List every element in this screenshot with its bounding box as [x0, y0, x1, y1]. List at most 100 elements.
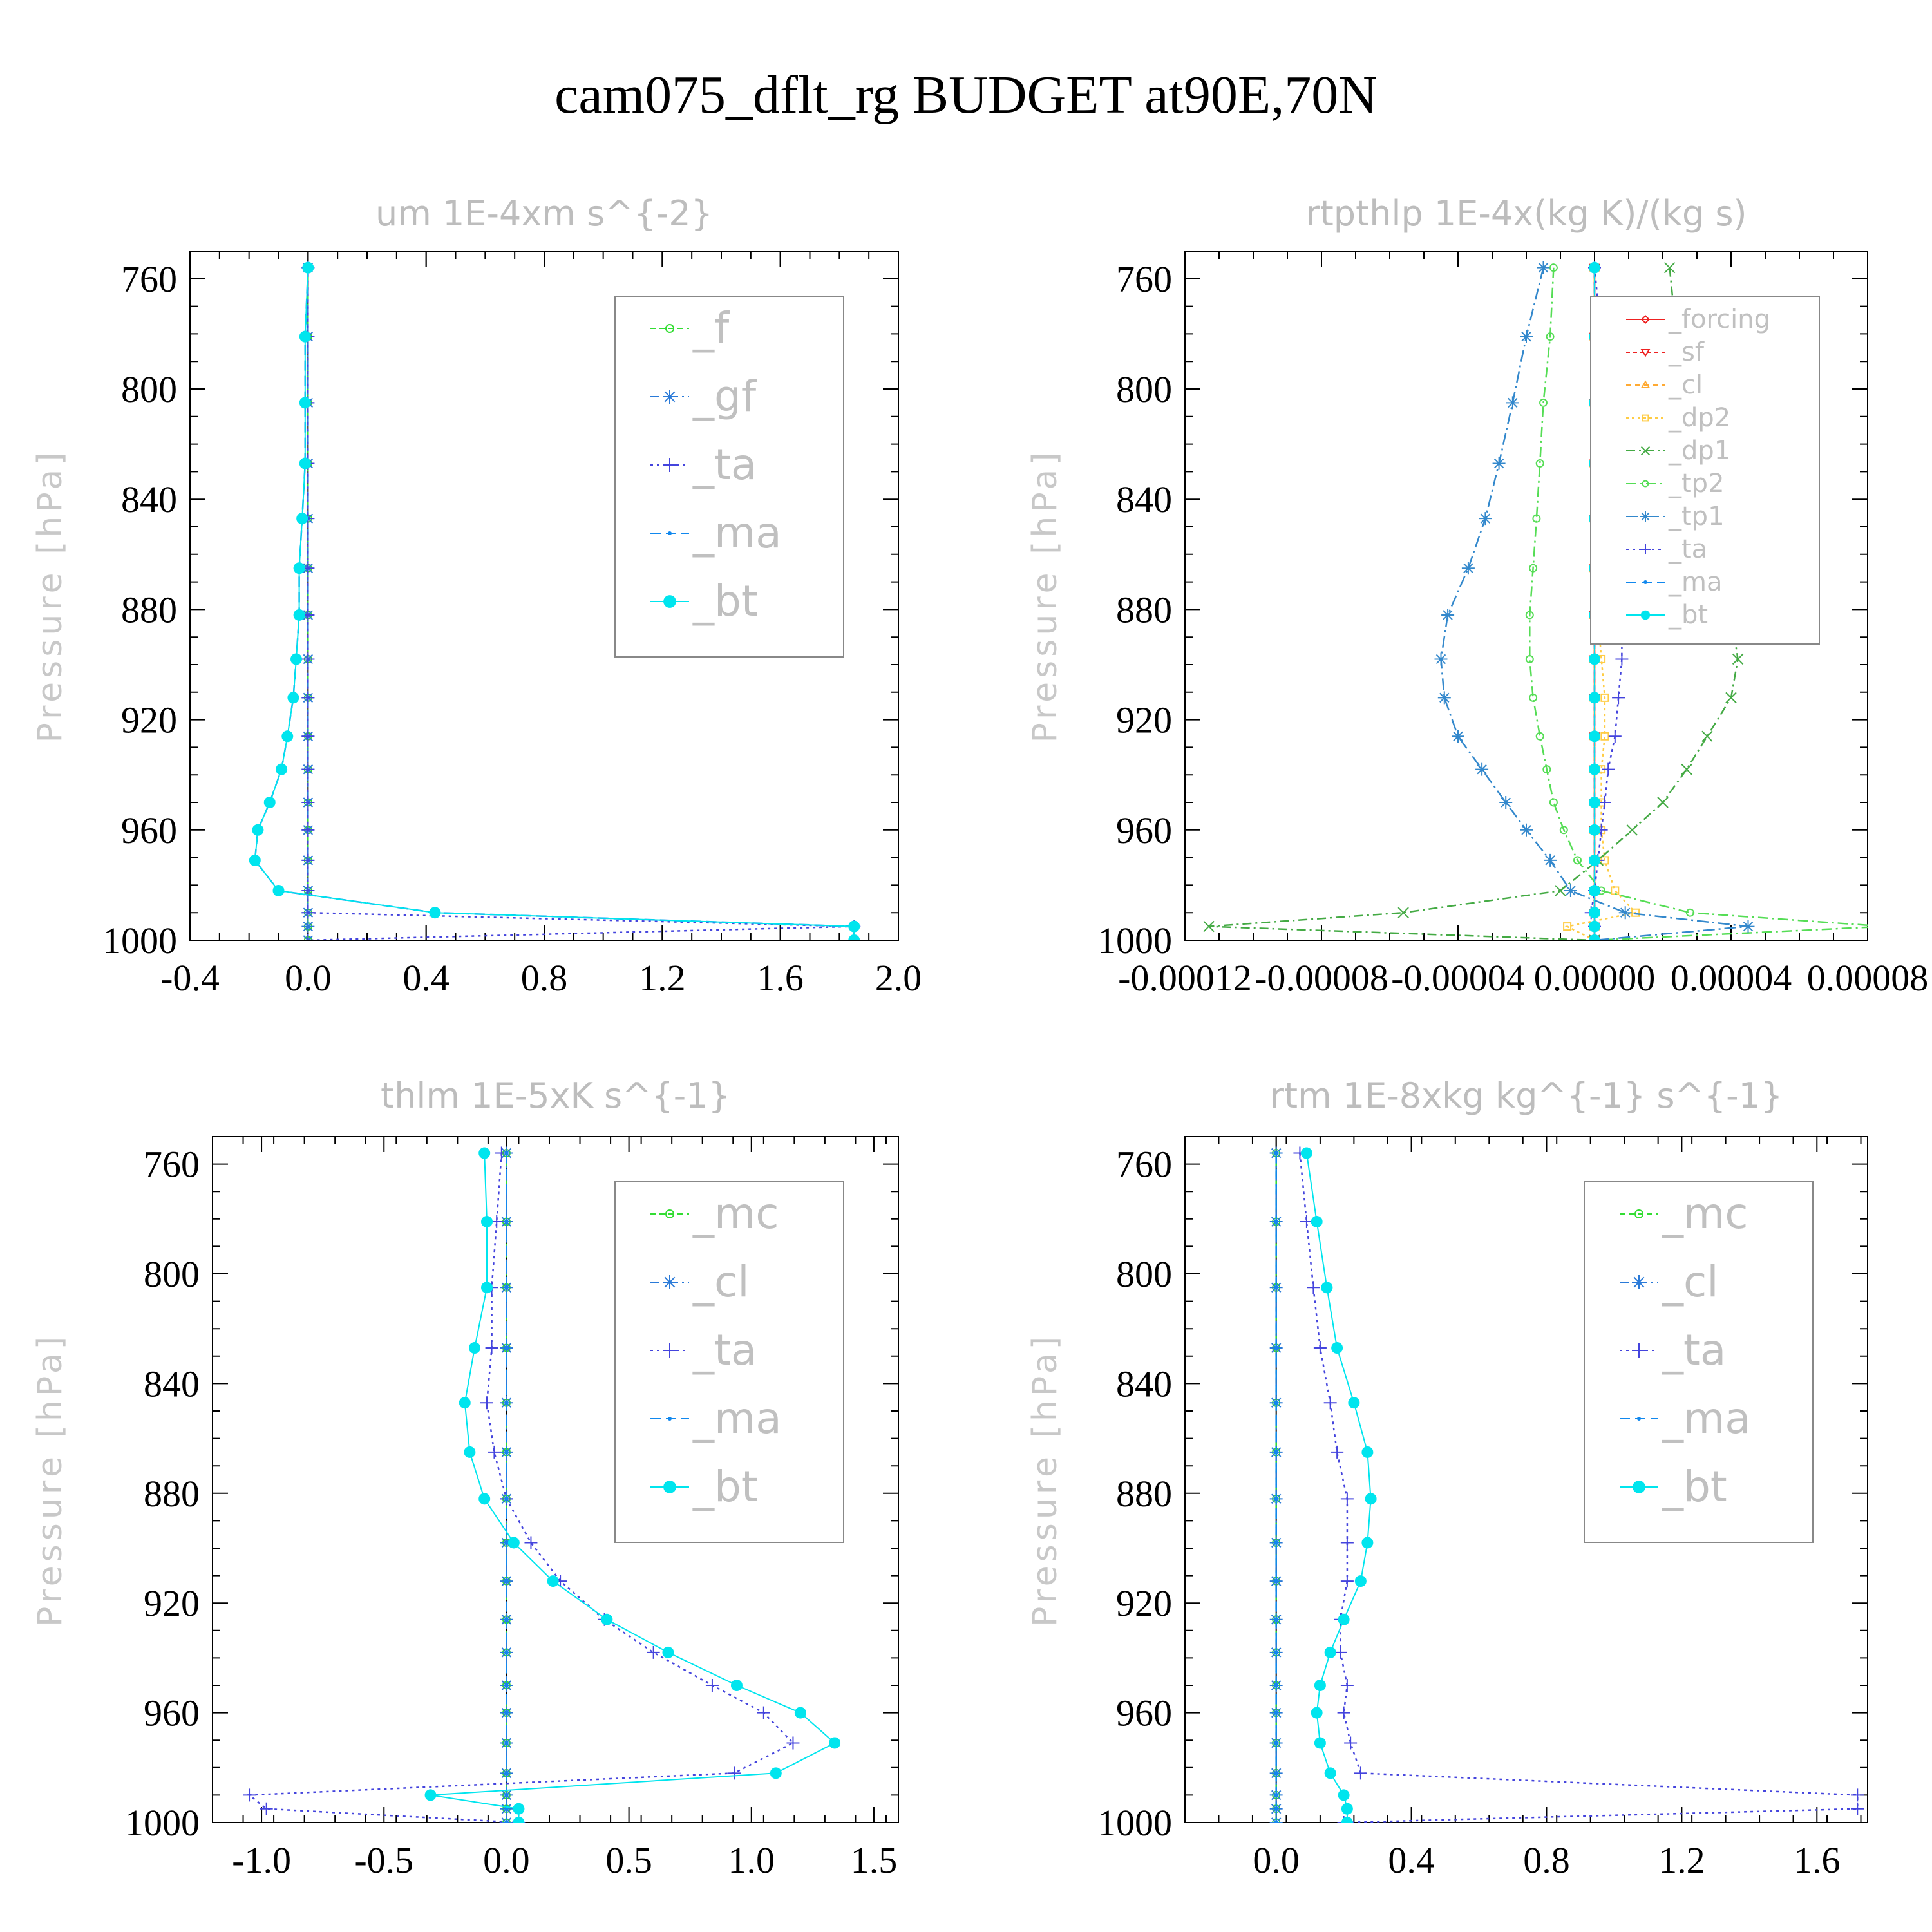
data-point-ta: [1300, 1215, 1313, 1229]
data-point-gf: [301, 920, 315, 933]
plot-area: [249, 261, 861, 940]
plot-frame: [212, 1136, 899, 1823]
data-point-ta: [1598, 796, 1611, 809]
data-point-tp1: [1537, 261, 1550, 274]
data-point-tp1: [1618, 906, 1632, 920]
legend-marker: [1640, 446, 1651, 456]
data-point-bt: [1589, 907, 1600, 919]
y-tick-label: 760: [144, 1144, 200, 1186]
data-point-tp2: [1549, 798, 1558, 807]
data-point-ta: [301, 652, 315, 666]
data-point-ma: [504, 1683, 509, 1687]
data-point-bt: [276, 763, 288, 775]
data-point-ta: [1323, 1396, 1337, 1410]
data-point-ta: [1615, 652, 1629, 666]
data-point-ta: [524, 1536, 538, 1549]
data-point-bt: [1589, 730, 1600, 743]
x-tick-label: 0.00000: [1534, 957, 1656, 999]
y-axis-label: Pressure [hPa]: [31, 1332, 70, 1627]
x-tick-label: 1.6: [757, 957, 804, 999]
data-point-bt: [481, 1282, 493, 1294]
data-point-dp1: [1701, 730, 1713, 742]
y-tick-label: 1000: [1097, 920, 1172, 961]
y-tick-label: 840: [1116, 478, 1172, 520]
data-point-dp1: [1725, 692, 1737, 704]
data-point-tp1: [1437, 691, 1451, 705]
legend-label: _ta: [692, 1325, 757, 1375]
data-point-bt: [293, 609, 305, 621]
data-point-tp1: [1544, 853, 1557, 867]
panel-2: rtpthlp 1E-4x(kg K)/(kg s) Pressure [hPa]…: [1026, 193, 1928, 999]
y-tick-label: 800: [144, 1253, 200, 1295]
series-line-bt: [430, 1153, 836, 1823]
data-point-ta: [1340, 1492, 1354, 1506]
legend-label: _ta: [692, 440, 757, 489]
data-point-ma: [504, 1710, 509, 1715]
data-point-tp1: [1441, 608, 1455, 621]
legend-marker: [1632, 1343, 1646, 1358]
data-point-ta: [1354, 1766, 1367, 1780]
data-point-bt: [429, 907, 441, 919]
data-point-ta: [485, 1341, 498, 1355]
data-point-ta: [1334, 1645, 1347, 1659]
data-point-ma: [1274, 1540, 1278, 1545]
x-tick-label: 1.6: [1794, 1839, 1841, 1881]
legend-label: _ma: [692, 1394, 782, 1443]
x-tick-label: 0.5: [605, 1839, 652, 1881]
y-tick-label: 880: [144, 1473, 200, 1515]
data-point-ma: [1274, 1151, 1278, 1155]
series-line-ta: [1299, 1153, 1859, 1823]
legend-marker: [1634, 1209, 1644, 1219]
legend-label: _cl: [1662, 1257, 1719, 1307]
x-tick-label: 1.2: [639, 957, 686, 999]
x-tick-label: 0.00004: [1671, 957, 1792, 999]
y-tick-label: 760: [1116, 258, 1172, 300]
data-point-tp2: [1525, 611, 1534, 620]
x-tick-label: 0.4: [1388, 1839, 1435, 1881]
data-point-ta: [1344, 1736, 1358, 1750]
data-point-tp1: [1479, 512, 1492, 526]
data-point-ta: [786, 1736, 800, 1750]
data-point-ta: [1307, 1281, 1320, 1294]
data-point-tp1: [1461, 562, 1475, 575]
data-point-ta: [1851, 1788, 1864, 1802]
data-point-bt: [547, 1575, 559, 1587]
data-point-ma: [1274, 1617, 1278, 1622]
data-point-tp1: [1564, 884, 1577, 897]
legend-label: _tp2: [1668, 469, 1725, 498]
legend-marker: [1642, 414, 1649, 422]
data-point-bt: [794, 1707, 806, 1719]
data-point-ma: [504, 1821, 509, 1823]
panel-title: thlm 1E-5xK s^{-1}: [381, 1075, 730, 1116]
legend-label: _ta: [1662, 1325, 1726, 1375]
legend-marker: [1640, 610, 1651, 620]
legend-marker: [1640, 380, 1651, 388]
data-point-dp1: [1203, 920, 1215, 933]
y-tick-label: 920: [1116, 699, 1172, 741]
x-tick-label: 0.0: [285, 957, 332, 999]
data-point-bt: [1338, 1789, 1350, 1801]
x-tick-label: -0.5: [354, 1839, 413, 1881]
data-point-bt: [1300, 1147, 1312, 1159]
data-point-ta: [301, 853, 315, 867]
data-point-bt: [1338, 1613, 1350, 1625]
legend-label: _mc: [692, 1189, 779, 1238]
y-axis-label: Pressure [hPa]: [31, 449, 70, 743]
legend-label: _ta: [1668, 535, 1707, 564]
data-point-tp2: [1529, 693, 1538, 702]
data-point-dp1: [1663, 261, 1676, 274]
data-point-tp1: [1741, 920, 1755, 933]
data-point-ma: [1274, 1741, 1278, 1745]
y-tick-label: 960: [144, 1692, 200, 1734]
data-point-bt: [252, 824, 264, 836]
legend-marker: [668, 531, 672, 535]
data-point-tp2: [1542, 765, 1551, 774]
legend-label: _forcing: [1668, 305, 1770, 334]
data-point-bt: [481, 1216, 493, 1228]
data-point-bt: [1341, 1817, 1353, 1823]
data-point-bt: [1361, 1446, 1374, 1458]
data-point-ma: [1274, 1285, 1278, 1290]
data-point-bt: [829, 1737, 841, 1749]
legend-label: _bt: [1668, 600, 1708, 630]
data-point-tp2: [1546, 332, 1555, 341]
